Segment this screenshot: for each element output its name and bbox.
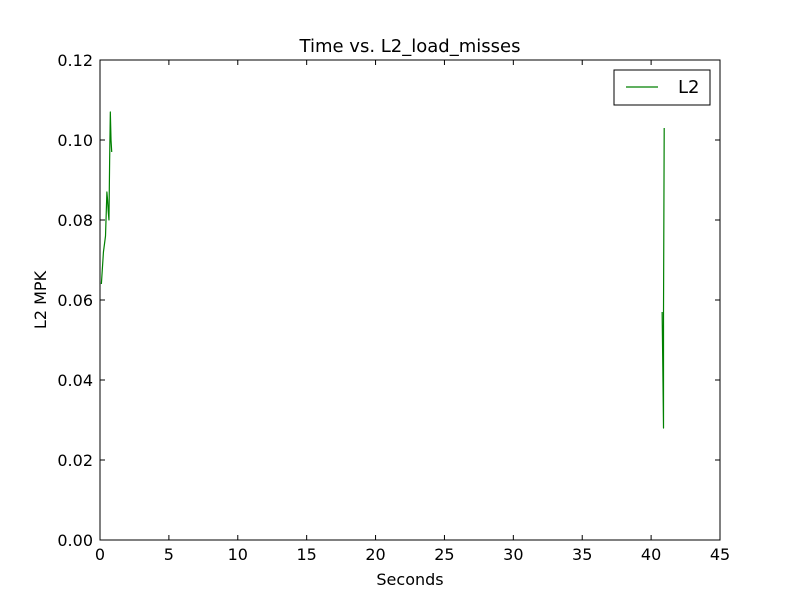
series-line-l2 — [100, 111, 113, 285]
x-tick-label: 30 — [503, 545, 523, 564]
y-tick-label: 0.04 — [57, 371, 93, 390]
x-axis-label: Seconds — [376, 570, 443, 589]
y-axis-label: L2 MPK — [31, 270, 50, 329]
x-tick-label: 20 — [365, 545, 385, 564]
x-tick-label: 10 — [228, 545, 248, 564]
x-tick-label: 45 — [710, 545, 730, 564]
legend: L2 — [613, 69, 711, 106]
legend-label-l2: L2 — [678, 77, 699, 98]
plot-frame — [99, 59, 721, 541]
x-tick-label: 40 — [641, 545, 661, 564]
y-tick-label: 0.06 — [57, 291, 93, 310]
y-tick-label: 0.00 — [57, 531, 93, 550]
x-tick-label: 35 — [572, 545, 592, 564]
x-tick-label: 5 — [164, 545, 174, 564]
chart-title: Time vs. L2_load_misses — [299, 36, 521, 57]
y-tick-label: 0.08 — [57, 211, 93, 230]
series-layer — [100, 111, 665, 429]
series-line-l2 — [661, 127, 665, 429]
x-tick-label: 15 — [296, 545, 316, 564]
y-tick-label: 0.02 — [57, 451, 93, 470]
x-tick-label: 0 — [95, 545, 105, 564]
y-tick-label: 0.12 — [57, 51, 93, 70]
x-tick-label: 25 — [434, 545, 454, 564]
y-tick-label: 0.10 — [57, 131, 93, 150]
ticks-layer: 0 5 10 15 20 25 30 35 40 45 0.00 0.02 0.04 0.06 0.08 0.… — [57, 51, 730, 564]
